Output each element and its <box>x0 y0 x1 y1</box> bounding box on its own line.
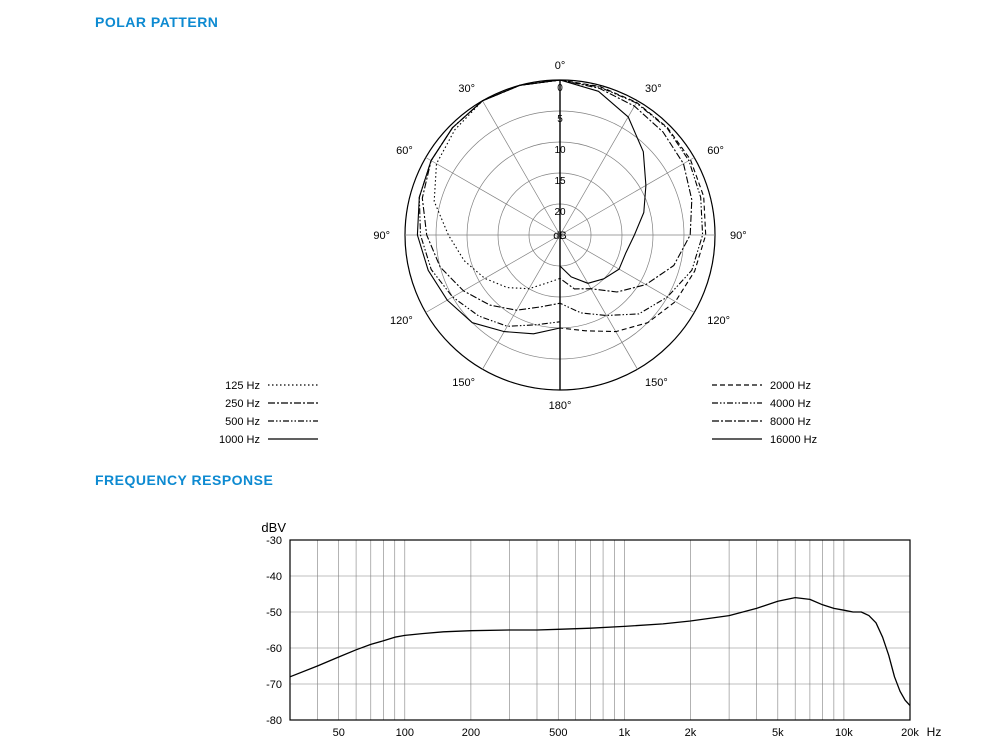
svg-text:150°: 150° <box>452 377 475 389</box>
svg-text:16000 Hz: 16000 Hz <box>770 434 817 446</box>
svg-text:500: 500 <box>549 727 567 739</box>
svg-text:150°: 150° <box>645 377 668 389</box>
svg-text:20k: 20k <box>901 727 919 739</box>
polar-chart: 0° 30° 30° 60° 60° 90° 90° 120° 120° 150° 150° 180°… <box>0 35 1000 455</box>
svg-text:20: 20 <box>554 207 566 218</box>
svg-text:5: 5 <box>557 114 563 125</box>
svg-text:10k: 10k <box>835 727 853 739</box>
svg-text:0: 0 <box>557 83 563 94</box>
svg-text:125 Hz: 125 Hz <box>225 380 260 392</box>
polar-title: POLAR PATTERN <box>95 14 218 30</box>
svg-text:2000 Hz: 2000 Hz <box>770 380 811 392</box>
svg-text:60°: 60° <box>396 145 413 157</box>
svg-text:1k: 1k <box>619 727 631 739</box>
svg-text:-70: -70 <box>266 679 282 691</box>
svg-text:60°: 60° <box>707 145 724 157</box>
svg-text:-50: -50 <box>266 607 282 619</box>
svg-text:-60: -60 <box>266 643 282 655</box>
svg-text:Hz: Hz <box>927 725 942 739</box>
svg-text:-40: -40 <box>266 571 282 583</box>
svg-text:30°: 30° <box>645 83 662 95</box>
svg-text:90°: 90° <box>373 230 390 242</box>
svg-text:90°: 90° <box>730 230 747 242</box>
svg-text:-30: -30 <box>266 535 282 547</box>
svg-text:50: 50 <box>333 727 345 739</box>
svg-text:dBV: dBV <box>261 520 286 535</box>
svg-text:2k: 2k <box>685 727 697 739</box>
svg-text:-80: -80 <box>266 715 282 727</box>
svg-text:4000 Hz: 4000 Hz <box>770 398 811 410</box>
svg-text:1000 Hz: 1000 Hz <box>219 434 260 446</box>
svg-text:100: 100 <box>396 727 414 739</box>
svg-text:200: 200 <box>462 727 480 739</box>
svg-text:120°: 120° <box>707 315 730 327</box>
svg-text:dB: dB <box>553 230 566 242</box>
freq-chart: -80 -70 -60 -50 -40 -30 50 100 200 500 1k 2k 5k 10k 20… <box>0 500 1000 750</box>
svg-text:10: 10 <box>554 145 566 156</box>
freq-title: FREQUENCY RESPONSE <box>95 472 273 488</box>
svg-text:30°: 30° <box>458 83 475 95</box>
svg-text:8000 Hz: 8000 Hz <box>770 416 811 428</box>
svg-text:15: 15 <box>554 176 566 187</box>
svg-text:250 Hz: 250 Hz <box>225 398 260 410</box>
svg-text:0°: 0° <box>555 60 566 72</box>
svg-text:120°: 120° <box>390 315 413 327</box>
svg-text:5k: 5k <box>772 727 784 739</box>
svg-text:500 Hz: 500 Hz <box>225 416 260 428</box>
svg-text:180°: 180° <box>549 400 572 412</box>
